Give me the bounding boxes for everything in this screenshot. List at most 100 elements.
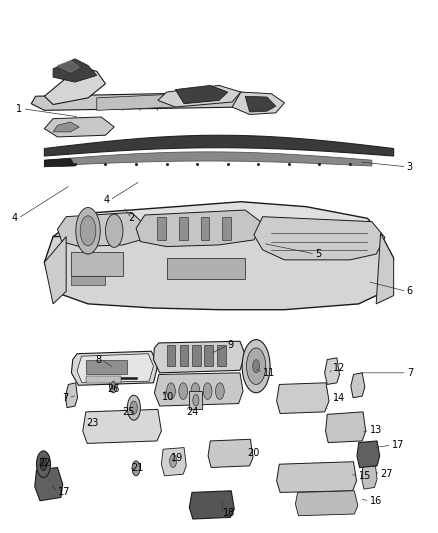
Circle shape xyxy=(106,214,123,247)
Bar xyxy=(201,216,209,240)
Text: 13: 13 xyxy=(370,425,382,435)
Polygon shape xyxy=(208,439,253,467)
Polygon shape xyxy=(77,354,153,383)
Text: 1: 1 xyxy=(16,104,22,114)
Circle shape xyxy=(76,207,100,254)
Text: 21: 21 xyxy=(132,463,144,473)
Circle shape xyxy=(170,454,177,467)
Circle shape xyxy=(215,383,224,399)
Text: 20: 20 xyxy=(247,448,260,458)
Bar xyxy=(180,345,188,366)
Polygon shape xyxy=(44,117,114,137)
Circle shape xyxy=(193,394,199,406)
Polygon shape xyxy=(325,412,366,442)
Text: 17: 17 xyxy=(57,488,70,497)
Circle shape xyxy=(127,395,141,420)
Polygon shape xyxy=(254,216,385,260)
Polygon shape xyxy=(35,467,63,500)
Text: 19: 19 xyxy=(171,453,183,463)
Text: 18: 18 xyxy=(223,508,236,518)
Polygon shape xyxy=(245,96,276,112)
Text: 24: 24 xyxy=(186,407,198,417)
Polygon shape xyxy=(44,233,394,310)
Bar xyxy=(71,252,123,277)
Text: 22: 22 xyxy=(38,458,50,469)
Polygon shape xyxy=(295,491,358,516)
Polygon shape xyxy=(53,122,79,132)
Text: 16: 16 xyxy=(370,496,382,506)
Circle shape xyxy=(111,381,116,390)
Polygon shape xyxy=(44,152,372,166)
Circle shape xyxy=(36,451,50,478)
Text: 15: 15 xyxy=(359,471,371,481)
Polygon shape xyxy=(44,158,75,167)
Text: 14: 14 xyxy=(332,393,345,403)
Circle shape xyxy=(247,348,266,384)
Text: 27: 27 xyxy=(381,469,393,479)
Text: 5: 5 xyxy=(315,249,321,259)
Text: 11: 11 xyxy=(263,368,275,378)
Text: 26: 26 xyxy=(108,384,120,393)
Text: 2: 2 xyxy=(128,213,135,223)
Text: 12: 12 xyxy=(332,363,345,373)
Circle shape xyxy=(132,461,140,476)
Polygon shape xyxy=(83,409,161,443)
Polygon shape xyxy=(57,61,79,72)
Bar xyxy=(204,345,213,366)
Polygon shape xyxy=(351,373,365,398)
Circle shape xyxy=(131,401,138,414)
Polygon shape xyxy=(136,210,263,247)
Bar xyxy=(86,376,121,383)
Text: 4: 4 xyxy=(12,213,18,223)
Circle shape xyxy=(40,457,47,471)
Polygon shape xyxy=(376,233,394,304)
Text: 17: 17 xyxy=(392,440,404,450)
Bar xyxy=(189,391,202,409)
Bar xyxy=(71,277,106,285)
Bar xyxy=(157,216,166,240)
Circle shape xyxy=(242,340,270,393)
Polygon shape xyxy=(71,351,158,385)
Circle shape xyxy=(110,378,117,393)
Bar xyxy=(166,345,175,366)
Polygon shape xyxy=(65,383,78,408)
Circle shape xyxy=(166,383,175,399)
Polygon shape xyxy=(161,448,186,476)
Polygon shape xyxy=(361,464,377,489)
Polygon shape xyxy=(44,135,394,156)
Polygon shape xyxy=(44,237,66,304)
Polygon shape xyxy=(175,85,228,104)
Bar xyxy=(223,216,231,240)
Bar xyxy=(86,360,127,375)
Polygon shape xyxy=(189,491,234,519)
Polygon shape xyxy=(357,441,380,467)
Text: 23: 23 xyxy=(86,418,98,427)
Text: 7: 7 xyxy=(62,393,68,403)
Polygon shape xyxy=(277,383,329,414)
Polygon shape xyxy=(53,201,381,247)
Polygon shape xyxy=(44,67,106,104)
Bar xyxy=(192,345,201,366)
Bar xyxy=(179,216,187,240)
Circle shape xyxy=(203,383,212,399)
Text: 3: 3 xyxy=(407,162,413,172)
Polygon shape xyxy=(158,85,241,107)
Text: 10: 10 xyxy=(162,392,174,402)
Bar xyxy=(166,258,245,279)
Polygon shape xyxy=(153,341,245,373)
Polygon shape xyxy=(154,373,243,406)
Polygon shape xyxy=(31,92,254,110)
Circle shape xyxy=(179,383,187,399)
Text: 9: 9 xyxy=(228,341,234,350)
Polygon shape xyxy=(53,59,97,82)
Circle shape xyxy=(253,360,260,373)
Polygon shape xyxy=(57,213,145,247)
Circle shape xyxy=(191,383,200,399)
Polygon shape xyxy=(277,462,357,492)
Polygon shape xyxy=(232,92,285,115)
Bar xyxy=(217,345,226,366)
Text: 4: 4 xyxy=(104,195,110,205)
Polygon shape xyxy=(97,94,175,110)
Text: 6: 6 xyxy=(407,286,413,296)
Polygon shape xyxy=(325,358,339,384)
